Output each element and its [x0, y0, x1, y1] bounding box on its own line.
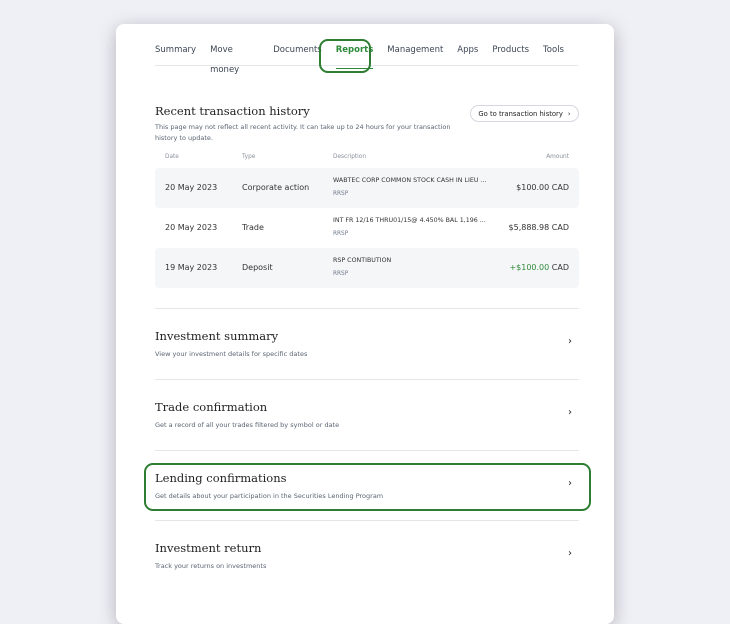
divider: [155, 450, 579, 451]
section-title: Investment summary: [155, 329, 279, 343]
row-amount: +$100.00 CAD: [509, 263, 569, 272]
section-subtitle: Get details about your participation in …: [155, 492, 384, 500]
row-description: RSP CONTIBUTION: [333, 257, 392, 264]
section-title: Lending confirmations: [155, 471, 287, 485]
section-subtitle: View your investment details for specifi…: [155, 350, 308, 358]
row-type: Trade: [242, 223, 264, 232]
row-date: 20 May 2023: [165, 183, 218, 192]
divider: [155, 379, 579, 380]
recent-transactions-subtitle: This page may not reflect all recent act…: [155, 123, 451, 142]
chevron-right-icon: ›: [568, 336, 572, 347]
tab-documents[interactable]: Documents: [273, 45, 322, 55]
chevron-right-icon: ›: [567, 109, 571, 118]
header-amount: Amount: [546, 154, 569, 160]
row-description: INT FR 12/16 THRU01/15@ 4.450% BAL 1,196…: [333, 217, 486, 224]
row-type: Deposit: [242, 263, 273, 272]
button-label: Go to transaction history: [478, 109, 563, 118]
amount-value: +$100.00: [509, 263, 550, 272]
row-amount: $5,888.98 CAD: [509, 223, 569, 232]
go-to-transaction-history-button[interactable]: Go to transaction history ›: [470, 105, 579, 122]
row-account: RRSP: [333, 271, 349, 277]
row-date: 20 May 2023: [165, 223, 218, 232]
reports-card: Summary Move money Documents Reports Man…: [116, 24, 614, 624]
amount-currency: CAD: [551, 263, 569, 272]
table-row[interactable]: 20 May 2023 Corporate action WABTEC CORP…: [155, 168, 579, 208]
tab-move-money[interactable]: Move money: [210, 45, 240, 75]
divider: [155, 308, 579, 309]
chevron-right-icon: ›: [568, 478, 572, 489]
divider: [155, 520, 579, 521]
row-description: WABTEC CORP COMMON STOCK CASH IN LIEU ..…: [333, 177, 487, 184]
row-date: 19 May 2023: [165, 263, 218, 272]
header-description: Description: [333, 154, 367, 160]
table-row[interactable]: 19 May 2023 Deposit RSP CONTIBUTION RRSP…: [155, 248, 579, 288]
amount-value: $100.00: [516, 183, 550, 192]
header-date: Date: [165, 154, 179, 160]
tab-summary[interactable]: Summary: [155, 45, 197, 55]
recent-transactions-title: Recent transaction history: [155, 104, 310, 118]
table-row[interactable]: 20 May 2023 Trade INT FR 12/16 THRU01/15…: [155, 208, 579, 248]
reports-tab-highlight: [319, 39, 371, 73]
header-type: Type: [242, 154, 256, 160]
section-title: Investment return: [155, 541, 262, 555]
chevron-right-icon: ›: [568, 407, 572, 418]
row-type: Corporate action: [242, 183, 310, 192]
tab-management[interactable]: Management: [387, 45, 444, 55]
chevron-right-icon: ›: [568, 548, 572, 559]
amount-currency: CAD: [551, 223, 569, 232]
tab-tools[interactable]: Tools: [543, 45, 564, 55]
section-title: Trade confirmation: [155, 400, 268, 414]
row-amount: $100.00 CAD: [516, 183, 569, 192]
lending-highlight: [144, 463, 591, 511]
tab-apps[interactable]: Apps: [457, 45, 479, 55]
amount-value: $5,888.98: [508, 223, 550, 232]
tab-reports[interactable]: Reports: [335, 40, 373, 69]
amount-currency: CAD: [551, 183, 569, 192]
tab-products[interactable]: Products: [492, 45, 530, 55]
section-subtitle: Get a record of all your trades filtered…: [155, 421, 340, 429]
row-account: RRSP: [333, 231, 349, 237]
row-account: RRSP: [333, 191, 349, 197]
section-subtitle: Track your returns on investments: [155, 562, 267, 570]
